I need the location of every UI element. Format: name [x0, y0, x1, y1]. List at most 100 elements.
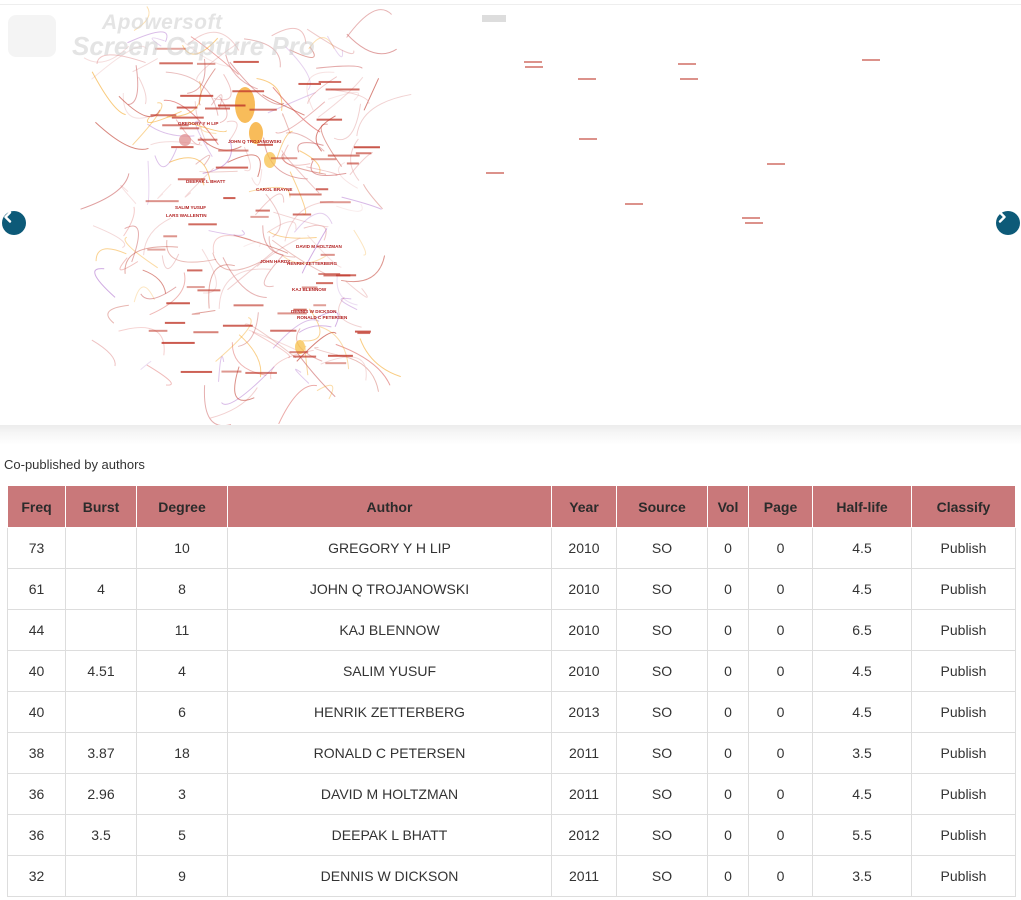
- node-label-mark: [205, 107, 231, 110]
- table-row: 44 11 KAJ BLENNOW 2010 SO 0 0 6.5 Publish: [7, 609, 1016, 651]
- network-edge: [151, 37, 165, 47]
- node-label-mark: [289, 193, 322, 196]
- chevron-right-icon: [998, 211, 1006, 223]
- node-label[interactable]: DENNIS W DICKSON: [291, 309, 337, 314]
- node-label[interactable]: JOHN Q TROJANOWSKI: [228, 139, 281, 144]
- network-edge: [316, 65, 363, 69]
- column-header-half-life[interactable]: Half-life: [812, 485, 912, 528]
- cell-degree: 8: [136, 568, 228, 610]
- node-label[interactable]: KAJ BLENNOW: [292, 287, 327, 292]
- network-edge: [307, 234, 342, 268]
- node-label-mark: [162, 124, 189, 127]
- network-edge: [356, 93, 412, 137]
- cell-classify: Publish: [911, 732, 1016, 774]
- node-label[interactable]: DEEPAK L BHATT: [186, 179, 225, 184]
- column-header-degree[interactable]: Degree: [136, 485, 228, 528]
- column-header-vol[interactable]: Vol: [707, 485, 749, 528]
- network-edge: [199, 170, 238, 173]
- network-edge: [203, 385, 232, 425]
- node-label-mark: [319, 201, 351, 204]
- node-label-mark: [325, 88, 360, 91]
- node-label-mark: [357, 332, 371, 335]
- cell-classify: Publish: [911, 691, 1016, 733]
- network-edge: [91, 71, 126, 116]
- node-label-mark: [292, 213, 312, 216]
- co-author-network[interactable]: GREGORY Y H LIP JOHN Q TROJANOWSKI KAJ BLE…: [0, 5, 1021, 425]
- network-edge: [127, 65, 139, 106]
- network-edge: [262, 225, 284, 256]
- network-edge: [276, 130, 293, 160]
- cell-source: SO: [616, 855, 708, 897]
- network-edge: [182, 37, 219, 55]
- network-edge: [94, 268, 116, 298]
- cell-freq: 40: [7, 691, 66, 733]
- node-label-mark: [197, 138, 218, 141]
- node-label[interactable]: GREGORY Y H LIP: [178, 121, 218, 126]
- column-header-year[interactable]: Year: [551, 485, 617, 528]
- cell-year: 2011: [551, 773, 617, 815]
- network-edge: [212, 252, 265, 271]
- network-edge: [338, 161, 358, 189]
- network-visualization[interactable]: GREGORY Y H LIP JOHN Q TROJANOWSKI KAJ BLE…: [0, 5, 1021, 425]
- cell-source: SO: [616, 773, 708, 815]
- column-header-classify[interactable]: Classify: [911, 485, 1016, 528]
- network-edge: [262, 94, 305, 116]
- cell-freq: 32: [7, 855, 66, 897]
- cell-author: KAJ BLENNOW: [227, 609, 552, 651]
- column-header-freq[interactable]: Freq: [7, 485, 66, 528]
- column-header-burst[interactable]: Burst: [65, 485, 137, 528]
- network-edge: [282, 255, 326, 264]
- cell-degree: 11: [136, 609, 228, 651]
- cell-freq: 36: [7, 814, 66, 856]
- node-label-mark: [154, 47, 186, 50]
- node-label[interactable]: CAROL BRAYNE: [256, 187, 293, 192]
- network-edge: [184, 167, 214, 198]
- node-label[interactable]: JOHN HARDY: [260, 259, 290, 264]
- network-edge: [149, 272, 186, 316]
- node-label[interactable]: DAVID M HOLTZMAN: [296, 244, 342, 249]
- network-edge: [191, 309, 216, 315]
- network-edge: [132, 58, 158, 73]
- node-label[interactable]: HENRIK ZETTERBERG: [287, 261, 337, 266]
- node-label[interactable]: LARS WALLENTIN: [166, 213, 207, 218]
- carousel-prev-button[interactable]: [2, 211, 26, 235]
- cell-year: 2010: [551, 609, 617, 651]
- network-edge: [91, 339, 116, 367]
- network-edge: [140, 286, 177, 300]
- network-edge: [120, 184, 137, 205]
- network-edge: [147, 123, 195, 137]
- column-header-page[interactable]: Page: [748, 485, 813, 528]
- cell-author: DEEPAK L BHATT: [227, 814, 552, 856]
- network-edge: [234, 366, 255, 401]
- network-clusters: [179, 87, 305, 354]
- authors-table: Freq Burst Degree Author Year Source Vol…: [7, 485, 1016, 897]
- network-edge: [213, 74, 232, 101]
- cluster-blob: [249, 122, 263, 144]
- cell-degree: 3: [136, 773, 228, 815]
- node-label[interactable]: SALIM YUSUF: [175, 205, 206, 210]
- network-edge: [124, 236, 158, 269]
- column-header-source[interactable]: Source: [616, 485, 708, 528]
- network-edge: [225, 54, 258, 90]
- network-edge: [271, 27, 307, 45]
- cell-vol: 0: [707, 855, 749, 897]
- node-label[interactable]: RONALD C PETERSEN: [297, 315, 348, 320]
- node-label-mark: [327, 354, 353, 357]
- cell-degree: 6: [136, 691, 228, 733]
- cell-half-life: 4.5: [812, 650, 912, 692]
- network-edge: [233, 234, 289, 254]
- network-edge: [222, 257, 267, 298]
- network-edge: [122, 93, 152, 119]
- node-label-mark: [270, 157, 298, 160]
- table-row: 40 4.51 4 SALIM YUSUF 2010 SO 0 0 4.5 Publish: [7, 650, 1016, 692]
- network-edge: [263, 254, 284, 288]
- carousel-next-button[interactable]: [996, 211, 1020, 235]
- column-header-author[interactable]: Author: [227, 485, 552, 528]
- cell-page: 0: [748, 773, 813, 815]
- section-divider: [0, 425, 1021, 445]
- network-edge: [142, 269, 167, 294]
- node-label-mark: [353, 146, 380, 149]
- cell-classify: Publish: [911, 814, 1016, 856]
- network-edge: [215, 317, 252, 362]
- node-label-mark: [150, 114, 177, 117]
